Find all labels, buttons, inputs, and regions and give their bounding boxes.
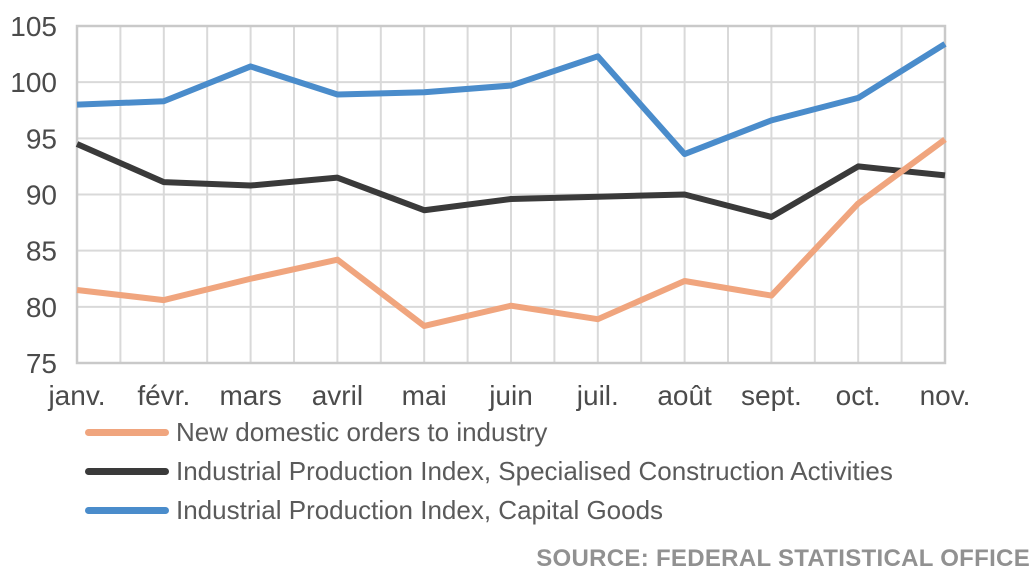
series-line — [75, 141, 946, 220]
x-tick-label: sept. — [741, 380, 802, 411]
y-tick-label: 75 — [26, 348, 57, 379]
x-tick-label: nov. — [920, 380, 971, 411]
legend-swatch-dark — [85, 468, 169, 475]
x-tick-label: janv. — [47, 380, 105, 411]
x-tick-label: mars — [219, 380, 281, 411]
legend-item-specialised-construction: Industrial Production Index, Specialised… — [85, 452, 893, 491]
y-tick-label: 85 — [26, 236, 57, 267]
legend-label: Industrial Production Index, Capital Goo… — [176, 495, 664, 525]
plot-border — [75, 24, 947, 365]
series-line — [76, 41, 947, 158]
x-tick-label: oct. — [836, 380, 881, 411]
x-tick-label: juil. — [576, 380, 619, 411]
x-tick-label: févr. — [137, 380, 190, 411]
legend-swatch-blue — [85, 507, 169, 514]
series-line — [76, 137, 947, 329]
legend: New domestic orders to industry Industri… — [85, 413, 893, 530]
y-tick-label: 100 — [10, 67, 57, 98]
x-tick-label: août — [657, 380, 712, 411]
y-tick-label: 105 — [10, 11, 57, 42]
legend-item-new-domestic-orders: New domestic orders to industry — [85, 413, 893, 452]
x-tick-label: mai — [402, 380, 447, 411]
y-tick-label: 90 — [26, 180, 57, 211]
x-tick-label: avril — [312, 380, 363, 411]
legend-item-capital-goods: Industrial Production Index, Capital Goo… — [85, 491, 893, 530]
legend-label: New domestic orders to industry — [176, 417, 548, 447]
chart-svg: 75 80 85 90 95 100 105 janv. févr. mars avril mai ju… — [10, 11, 971, 411]
y-tick-label: 95 — [26, 123, 57, 154]
legend-label: Industrial Production Index, Specialised… — [176, 456, 893, 486]
y-tick-label: 80 — [26, 292, 57, 323]
x-tick-label: juin — [488, 380, 533, 411]
source-attribution: SOURCE: FEDERAL STATISTICAL OFFICE — [536, 545, 1030, 572]
legend-swatch-orange — [85, 429, 169, 436]
